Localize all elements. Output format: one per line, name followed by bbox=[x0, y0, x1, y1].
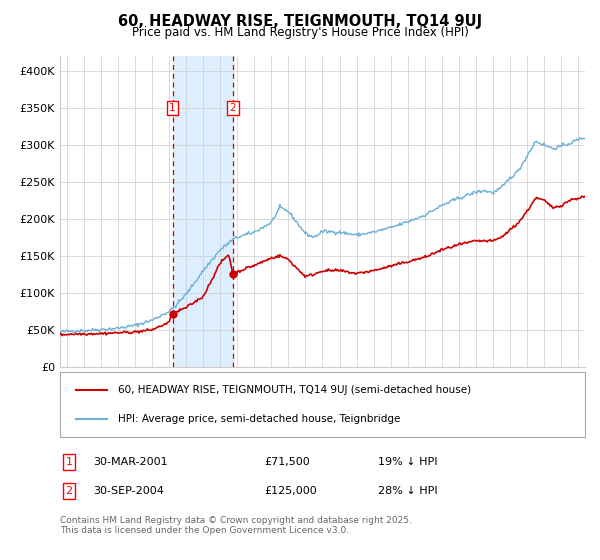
Text: This data is licensed under the Open Government Licence v3.0.: This data is licensed under the Open Gov… bbox=[60, 526, 349, 535]
Text: Contains HM Land Registry data © Crown copyright and database right 2025.: Contains HM Land Registry data © Crown c… bbox=[60, 516, 412, 525]
Text: Price paid vs. HM Land Registry's House Price Index (HPI): Price paid vs. HM Land Registry's House … bbox=[131, 26, 469, 39]
Bar bbox=[173, 56, 233, 367]
Text: 60, HEADWAY RISE, TEIGNMOUTH, TQ14 9UJ: 60, HEADWAY RISE, TEIGNMOUTH, TQ14 9UJ bbox=[118, 14, 482, 29]
Text: £71,500: £71,500 bbox=[264, 457, 310, 467]
Text: £125,000: £125,000 bbox=[264, 486, 317, 496]
Text: 19% ↓ HPI: 19% ↓ HPI bbox=[378, 457, 437, 467]
Text: 30-MAR-2001: 30-MAR-2001 bbox=[93, 457, 167, 467]
Text: 2: 2 bbox=[65, 486, 73, 496]
Text: 2: 2 bbox=[230, 103, 236, 113]
Text: 60, HEADWAY RISE, TEIGNMOUTH, TQ14 9UJ (semi-detached house): 60, HEADWAY RISE, TEIGNMOUTH, TQ14 9UJ (… bbox=[118, 385, 471, 395]
Text: 30-SEP-2004: 30-SEP-2004 bbox=[93, 486, 164, 496]
Text: 1: 1 bbox=[65, 457, 73, 467]
Text: HPI: Average price, semi-detached house, Teignbridge: HPI: Average price, semi-detached house,… bbox=[118, 414, 400, 424]
Text: 1: 1 bbox=[169, 103, 176, 113]
Text: 28% ↓ HPI: 28% ↓ HPI bbox=[378, 486, 437, 496]
